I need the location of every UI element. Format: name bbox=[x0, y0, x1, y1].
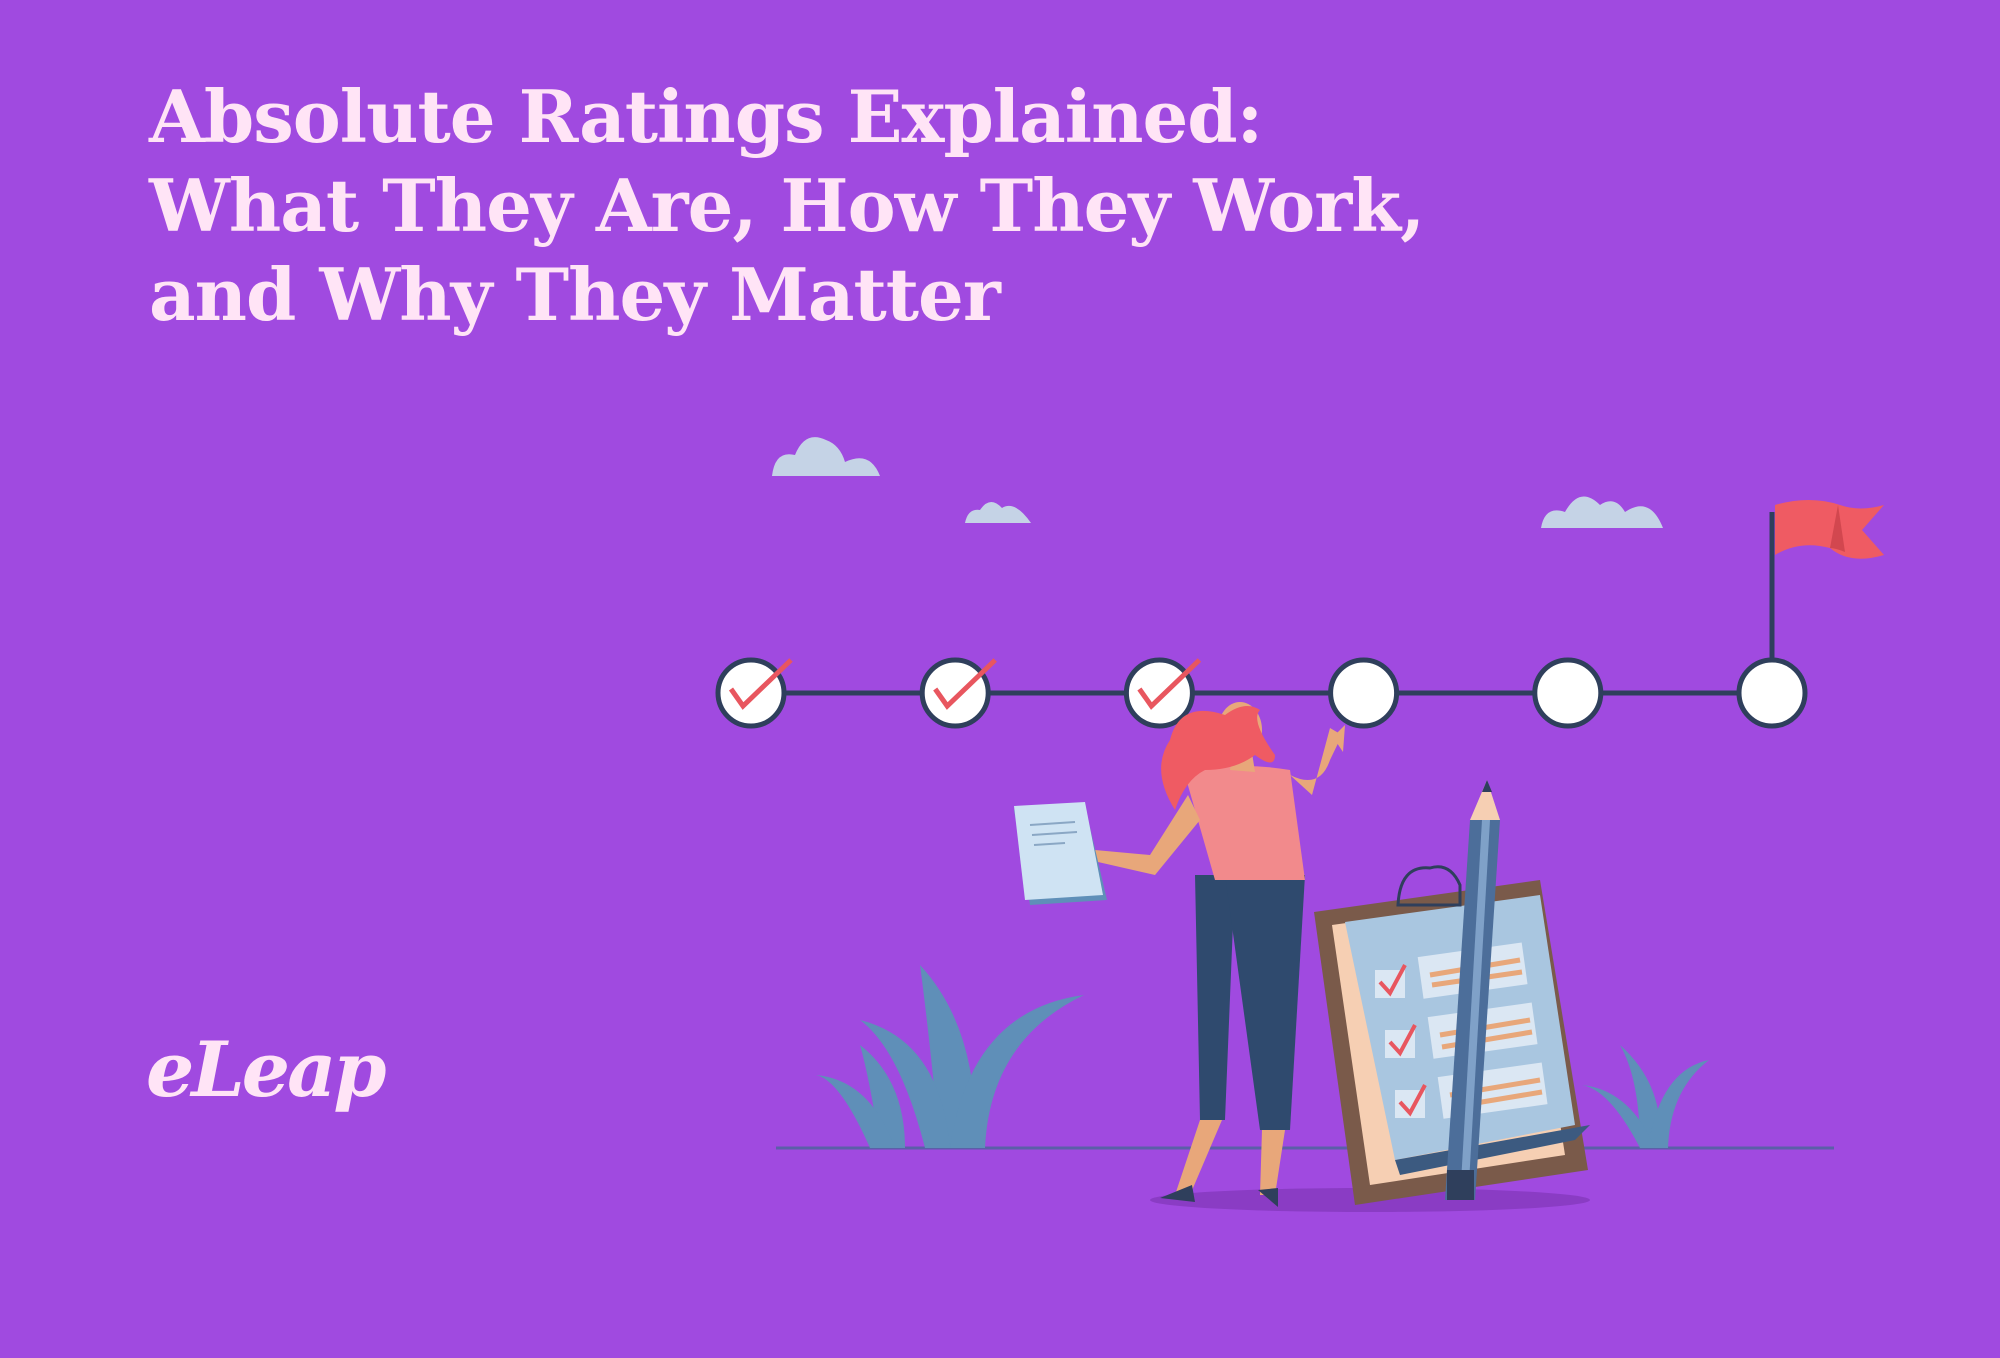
cloud-icon bbox=[965, 501, 1031, 523]
milestone-circle bbox=[1123, 657, 1195, 729]
cloud-icon bbox=[1541, 496, 1663, 528]
milestone-circle bbox=[715, 657, 787, 729]
check-icon bbox=[1137, 658, 1202, 710]
milestone-circle bbox=[919, 657, 991, 729]
check-icon bbox=[728, 658, 793, 710]
woman-figure bbox=[1095, 702, 1345, 1207]
paper-icon bbox=[1014, 802, 1107, 905]
page-title: Absolute Ratings Explained: What They Ar… bbox=[149, 72, 1425, 339]
cloud-icon bbox=[772, 437, 880, 476]
check-icon bbox=[933, 658, 997, 710]
flag-icon bbox=[1775, 500, 1884, 559]
milestone-circle bbox=[1736, 657, 1808, 729]
title-line-2: What They Are, How They Work, bbox=[149, 163, 1425, 248]
plant-icon bbox=[816, 965, 1084, 1148]
eleap-logo: eLeap bbox=[146, 1025, 387, 1114]
title-line-3: and Why They Matter bbox=[149, 252, 1001, 337]
milestone-circle bbox=[1328, 657, 1400, 729]
title-line-1: Absolute Ratings Explained: bbox=[149, 74, 1263, 159]
pencil-icon bbox=[1445, 780, 1500, 1200]
plant-icon bbox=[1582, 1045, 1709, 1148]
milestone-circle bbox=[1532, 657, 1604, 729]
